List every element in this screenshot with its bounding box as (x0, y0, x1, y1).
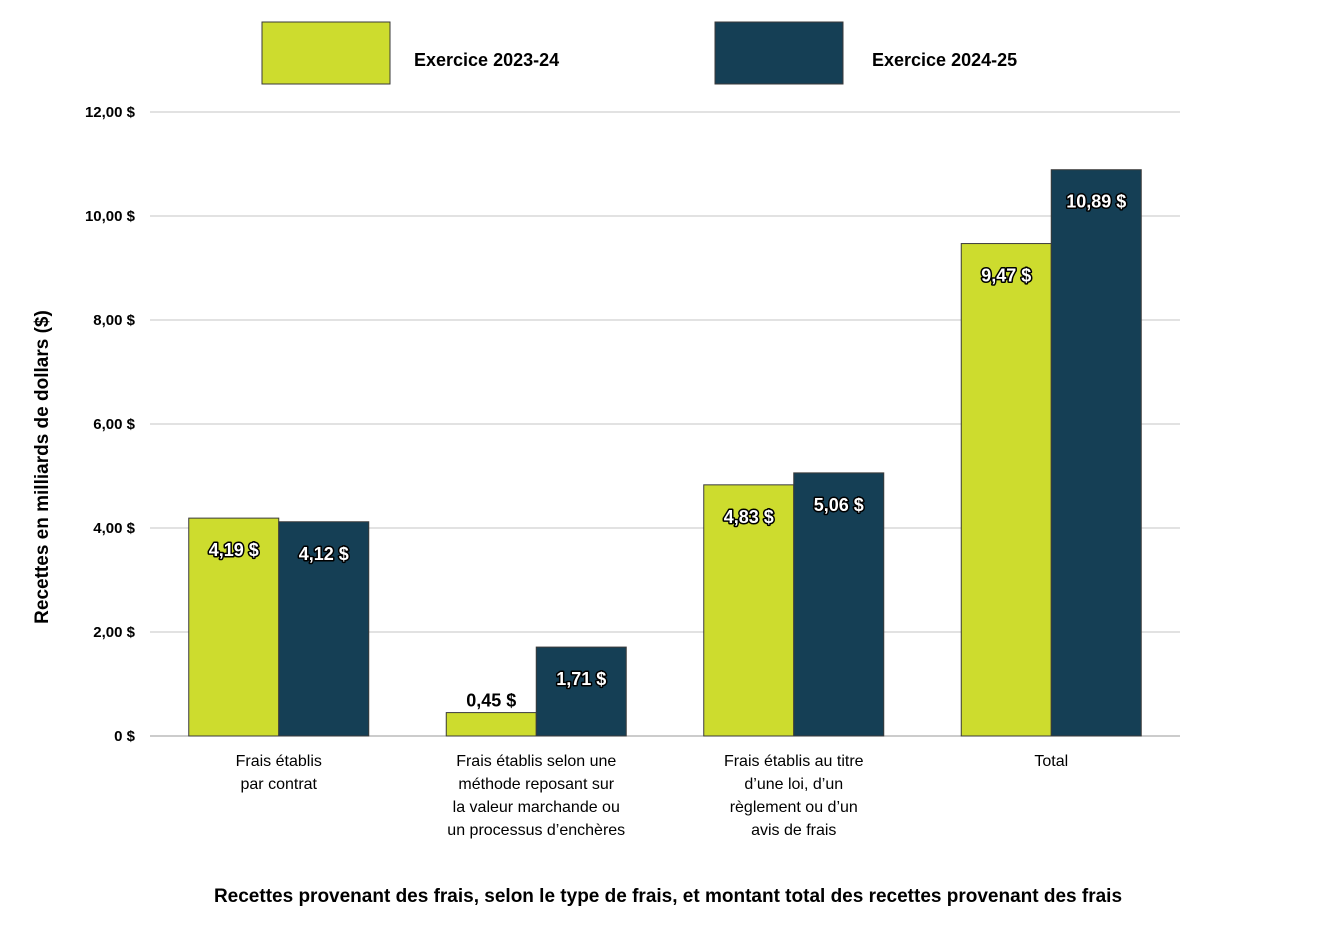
legend-swatch (261, 21, 391, 85)
data-label: 0,45 $ (466, 691, 516, 711)
x-category-label: la valeur marchande ou (453, 799, 620, 816)
bar (960, 243, 1052, 737)
x-category-label: méthode reposant sur (458, 776, 614, 793)
y-tick-label: 8,00 $ (93, 312, 135, 329)
bar (793, 472, 885, 737)
legend-label: Exercice 2024-25 (872, 50, 1017, 70)
y-tick-label: 6,00 $ (93, 416, 135, 433)
y-axis-title: Recettes en milliards de dollars ($) (32, 310, 53, 624)
x-axis-categories: Frais établis par contrat Frais établis se… (236, 753, 1069, 839)
bar (278, 521, 370, 737)
y-tick-label: 10,00 $ (85, 208, 136, 225)
bar (535, 646, 627, 737)
x-category-label: Total (1034, 753, 1068, 770)
y-tick-label: 4,00 $ (93, 520, 135, 537)
bar (445, 712, 537, 737)
chart-title: Recettes provenant des frais, selon le t… (214, 886, 1122, 907)
x-category-label: un processus d’enchères (447, 822, 625, 839)
x-category-label: Frais établis (236, 753, 322, 770)
x-category-label: par contrat (241, 776, 318, 793)
y-tick-label: 2,00 $ (93, 624, 135, 641)
x-category-label: Frais établis selon une (456, 753, 616, 770)
data-label: 4,12 $ (299, 544, 349, 564)
data-label: 1,71 $ (556, 669, 606, 689)
data-label: 5,06 $ (814, 495, 864, 515)
x-category-label: Frais établis au titre (724, 753, 864, 770)
data-label: 4,19 $ (209, 540, 259, 560)
data-label: 9,47 $ (981, 266, 1031, 286)
legend: Exercice 2023-24 Exercice 2024-25 (261, 21, 1017, 85)
legend-swatch (714, 21, 844, 85)
legend-label: Exercice 2023-24 (414, 50, 559, 70)
data-labels: 4,19 $ 4,12 $ 0,45 $ 1,71 $ 4,83 $ 5,06 $ 9,47… (207, 190, 1128, 711)
x-category-label: avis de frais (751, 822, 836, 839)
bars (188, 169, 1142, 737)
bar (188, 517, 280, 737)
data-label: 10,89 $ (1066, 192, 1126, 212)
bar (1050, 169, 1142, 737)
y-tick-label: 12,00 $ (85, 104, 136, 121)
y-axis-ticks: 0 $ 2,00 $ 4,00 $ 6,00 $ 8,00 $ 10,00 $ 12,00 … (85, 104, 136, 745)
y-tick-label: 0 $ (114, 728, 136, 745)
x-category-label: d’une loi, d’un (744, 776, 843, 793)
bar (703, 484, 795, 737)
x-category-label: règlement ou d’un (730, 799, 858, 816)
data-label: 4,83 $ (724, 507, 774, 527)
